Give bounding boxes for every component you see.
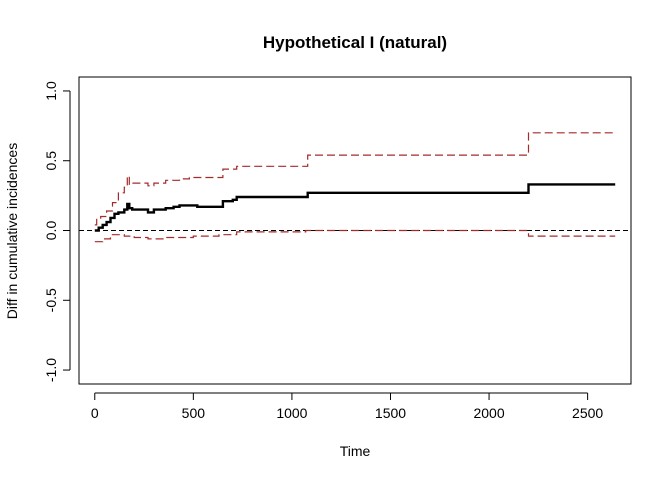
y-tick-label: 0.5 bbox=[43, 151, 59, 171]
x-tick-label: 500 bbox=[182, 405, 206, 421]
y-tick-label: 1.0 bbox=[43, 81, 59, 101]
x-tick-label: 2500 bbox=[572, 405, 603, 421]
x-axis: 0 500 1000 1500 2000 2500 bbox=[91, 392, 603, 421]
y-tick-label: -1.0 bbox=[43, 358, 59, 382]
upper-ci-step-line bbox=[94, 132, 616, 226]
estimate-step-line bbox=[94, 183, 616, 232]
lower-ci-step-line bbox=[94, 229, 616, 243]
x-tick-label: 1000 bbox=[276, 405, 307, 421]
plot-lines bbox=[79, 132, 631, 243]
x-tick-label: 1500 bbox=[375, 405, 406, 421]
x-tick-label: 0 bbox=[91, 405, 99, 421]
y-axis: -1.0 -0.5 0.0 0.5 1.0 bbox=[43, 81, 71, 382]
x-axis-label: Time bbox=[340, 443, 371, 459]
y-axis-label: Diff in cumulative incidences bbox=[4, 143, 20, 319]
x-tick-label: 2000 bbox=[473, 405, 504, 421]
chart-title: Hypothetical I (natural) bbox=[263, 33, 447, 52]
y-tick-label: 0.0 bbox=[43, 221, 59, 241]
y-tick-label: -0.5 bbox=[43, 288, 59, 312]
